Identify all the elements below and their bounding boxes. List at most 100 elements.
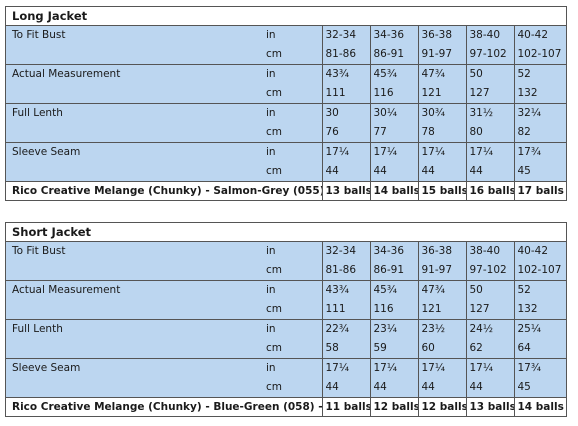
unit-label: in — [258, 26, 322, 45]
size-value: 44 — [465, 162, 514, 182]
unit-label: cm — [258, 123, 322, 143]
unit-label: cm — [258, 261, 322, 281]
measurement-table: To Fit Bust in 32-34 34-36 36-38 38-40 40-42 cm… — [6, 26, 566, 200]
table-title: Long Jacket — [6, 7, 566, 26]
yarn-row: Rico Creative Melange (Chunky) - Blue-Gr… — [6, 397, 566, 416]
long-jacket-table: Long Jacket To Fit Bust in 32-34 34-36 36-38 3… — [5, 6, 567, 201]
size-value: 78 — [417, 123, 466, 143]
size-value: 132 — [513, 300, 566, 320]
table-row: Actual Measurement in 43¾ 45¾ 47¾ 50 52 — [6, 64, 566, 84]
size-value: 44 — [417, 378, 466, 398]
size-value: 91-97 — [417, 261, 466, 281]
row-label — [6, 300, 258, 320]
yarn-row: Rico Creative Melange (Chunky) - Salmon-… — [6, 181, 566, 200]
size-value: 17¼ — [321, 358, 370, 378]
size-value: 77 — [369, 123, 418, 143]
yarn-quantity: 14 balls — [513, 397, 566, 416]
unit-label: cm — [258, 84, 322, 104]
unit-label: cm — [258, 378, 322, 398]
size-value: 38-40 — [465, 242, 514, 261]
measurement-table: To Fit Bust in 32-34 34-36 36-38 38-40 40-42 cm… — [6, 242, 566, 416]
unit-label: in — [258, 242, 322, 261]
size-value: 76 — [321, 123, 370, 143]
size-value: 102-107 — [513, 261, 566, 281]
size-value: 97-102 — [465, 261, 514, 281]
size-value: 44 — [321, 162, 370, 182]
size-value: 45 — [513, 162, 566, 182]
yarn-label: Rico Creative Melange (Chunky) - Blue-Gr… — [6, 397, 322, 416]
table-row: cm 81-86 86-91 91-97 97-102 102-107 — [6, 261, 566, 281]
unit-label: in — [258, 319, 322, 339]
row-label — [6, 123, 258, 143]
size-value: 59 — [369, 339, 418, 359]
size-value: 50 — [465, 280, 514, 300]
size-value: 30¾ — [417, 103, 466, 123]
size-value: 121 — [417, 84, 466, 104]
table-row: To Fit Bust in 32-34 34-36 36-38 38-40 40-42 — [6, 242, 566, 261]
yarn-quantity: 12 balls — [369, 397, 418, 416]
size-value: 97-102 — [465, 45, 514, 65]
table-row: Sleeve Seam in 17¼ 17¼ 17¼ 17¼ 17¾ — [6, 358, 566, 378]
size-value: 127 — [465, 84, 514, 104]
size-value: 81-86 — [321, 261, 370, 281]
unit-label: cm — [258, 162, 322, 182]
yarn-quantity: 14 balls — [369, 181, 418, 200]
row-label — [6, 378, 258, 398]
yarn-quantity: 16 balls — [465, 181, 514, 200]
size-value: 111 — [321, 300, 370, 320]
unit-label: in — [258, 142, 322, 162]
size-value: 45¾ — [369, 280, 418, 300]
size-value: 32¼ — [513, 103, 566, 123]
size-value: 17¾ — [513, 142, 566, 162]
size-value: 32-34 — [321, 242, 370, 261]
row-label — [6, 45, 258, 65]
size-value: 23½ — [417, 319, 466, 339]
size-value: 17¼ — [465, 142, 514, 162]
size-value: 17¼ — [465, 358, 514, 378]
size-value: 30 — [321, 103, 370, 123]
yarn-quantity: 11 balls — [321, 397, 370, 416]
size-value: 24½ — [465, 319, 514, 339]
table-row: cm 44 44 44 44 45 — [6, 162, 566, 182]
row-label: Sleeve Seam — [6, 142, 258, 162]
size-value: 80 — [465, 123, 514, 143]
unit-label: in — [258, 103, 322, 123]
unit-label: in — [258, 358, 322, 378]
size-value: 17¼ — [369, 358, 418, 378]
row-label: To Fit Bust — [6, 242, 258, 261]
size-value: 52 — [513, 280, 566, 300]
unit-label: cm — [258, 45, 322, 65]
size-value: 40-42 — [513, 242, 566, 261]
size-value: 38-40 — [465, 26, 514, 45]
size-value: 44 — [369, 378, 418, 398]
size-value: 116 — [369, 300, 418, 320]
size-value: 121 — [417, 300, 466, 320]
size-value: 86-91 — [369, 261, 418, 281]
yarn-quantity: 12 balls — [417, 397, 466, 416]
size-value: 36-38 — [417, 242, 466, 261]
size-value: 25¼ — [513, 319, 566, 339]
yarn-quantity: 17 balls — [513, 181, 566, 200]
short-jacket-table: Short Jacket To Fit Bust in 32-34 34-36 36-38… — [5, 222, 567, 417]
size-value: 111 — [321, 84, 370, 104]
table-row: cm 81-86 86-91 91-97 97-102 102-107 — [6, 45, 566, 65]
unit-label: in — [258, 64, 322, 84]
size-value: 102-107 — [513, 45, 566, 65]
table-row: Actual Measurement in 43¾ 45¾ 47¾ 50 52 — [6, 280, 566, 300]
size-value: 81-86 — [321, 45, 370, 65]
row-label — [6, 162, 258, 182]
size-value: 36-38 — [417, 26, 466, 45]
row-label — [6, 339, 258, 359]
row-label — [6, 84, 258, 104]
size-value: 127 — [465, 300, 514, 320]
size-value: 132 — [513, 84, 566, 104]
yarn-quantity: 15 balls — [417, 181, 466, 200]
size-value: 17¼ — [417, 142, 466, 162]
size-value: 31½ — [465, 103, 514, 123]
yarn-quantity: 13 balls — [321, 181, 370, 200]
table-title: Short Jacket — [6, 223, 566, 242]
size-value: 58 — [321, 339, 370, 359]
size-value: 22¾ — [321, 319, 370, 339]
yarn-quantity: 13 balls — [465, 397, 514, 416]
size-value: 82 — [513, 123, 566, 143]
